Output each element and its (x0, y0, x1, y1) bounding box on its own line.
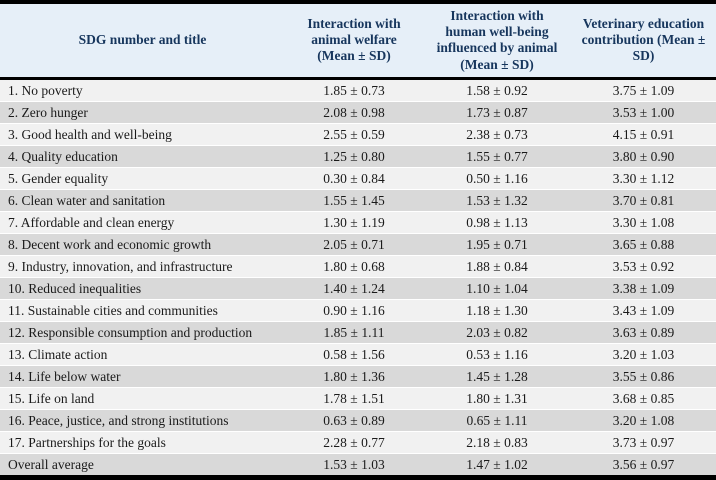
human-wellbeing-value-cell: 0.50 ± 1.16 (466, 170, 528, 186)
animal-welfare-value-cell: 2.05 ± 0.71 (323, 236, 385, 252)
table-row: 13. Climate action 0.58 ± 1.56 0.53 ± 1.… (0, 343, 716, 366)
human-wellbeing-value-cell: 0.53 ± 1.16 (466, 346, 528, 362)
animal-welfare-value-cell: 1.80 ± 0.68 (323, 258, 385, 274)
animal-welfare-value-cell: 1.85 ± 0.73 (323, 82, 385, 98)
row-title-cell: 7. Affordable and clean energy (8, 214, 175, 230)
veterinary-education-value-cell: 3.68 ± 0.85 (612, 390, 675, 406)
veterinary-education-value-cell: 3.30 ± 1.08 (612, 214, 675, 230)
animal-welfare-value-cell: 1.55 ± 1.45 (323, 192, 385, 208)
human-wellbeing-value-cell: 1.45 ± 1.28 (466, 368, 528, 384)
table-row: 2. Zero hunger 2.08 ± 0.98 1.73 ± 0.87 3… (0, 101, 716, 124)
animal-welfare-value-cell: 1.30 ± 1.19 (323, 214, 385, 230)
human-wellbeing-value-cell: 0.98 ± 1.13 (466, 214, 528, 230)
animal-welfare-value-cell: 0.63 ± 0.89 (323, 412, 385, 428)
table-row: 14. Life below water 1.80 ± 1.36 1.45 ± … (0, 365, 716, 388)
human-wellbeing-value-cell: 2.38 ± 0.73 (466, 126, 528, 142)
row-title-cell: 4. Quality education (8, 148, 118, 164)
row-title-cell: 3. Good health and well-being (8, 126, 172, 142)
table-row: 1. No poverty 1.85 ± 0.73 1.58 ± 0.92 3.… (0, 78, 716, 102)
human-wellbeing-value-cell: 1.55 ± 0.77 (466, 148, 528, 164)
animal-welfare-value-cell: 2.08 ± 0.98 (323, 104, 385, 120)
row-title-cell: 9. Industry, innovation, and infrastruct… (8, 258, 233, 274)
table-row: 7. Affordable and clean energy 1.30 ± 1.… (0, 211, 716, 234)
table-row: 9. Industry, innovation, and infrastruct… (0, 255, 716, 278)
row-title-cell: 2. Zero hunger (8, 104, 88, 120)
veterinary-education-value-cell: 3.43 ± 1.09 (612, 302, 675, 318)
veterinary-education-value-cell: 4.15 ± 0.91 (612, 126, 675, 142)
table-row: 12. Responsible consumption and producti… (0, 321, 716, 344)
veterinary-education-value-cell: 3.56 ± 0.97 (612, 456, 675, 472)
row-title-cell: 8. Decent work and economic growth (8, 236, 212, 252)
veterinary-education-value-cell: 3.63 ± 0.89 (612, 324, 675, 340)
human-wellbeing-value-cell: 1.80 ± 1.31 (466, 390, 528, 406)
row-title-cell: 6. Clean water and sanitation (8, 192, 166, 208)
veterinary-education-value-cell: 3.70 ± 0.81 (612, 192, 675, 208)
veterinary-education-value-cell: 3.73 ± 0.97 (612, 434, 675, 450)
table-row: 10. Reduced inequalities 1.40 ± 1.24 1.1… (0, 277, 716, 300)
human-wellbeing-value-cell: 1.95 ± 0.71 (466, 236, 528, 252)
table-header-row: SDG number and title Interaction with an… (0, 2, 716, 80)
table-row: 4. Quality education 1.25 ± 0.80 1.55 ± … (0, 145, 716, 168)
table-row: 6. Clean water and sanitation 1.55 ± 1.4… (0, 189, 716, 212)
veterinary-education-value-cell: 3.75 ± 1.09 (612, 82, 675, 98)
animal-welfare-value-cell: 1.53 ± 1.03 (323, 456, 385, 472)
table-row: Overall average 1.53 ± 1.03 1.47 ± 1.02 … (0, 453, 716, 478)
row-title-cell: 12. Responsible consumption and producti… (8, 324, 253, 340)
table-row: 8. Decent work and economic growth 2.05 … (0, 233, 716, 256)
row-title-cell: 10. Reduced inequalities (8, 280, 142, 296)
table-body: 1. No poverty 1.85 ± 0.73 1.58 ± 0.92 3.… (0, 78, 716, 478)
table-row: 3. Good health and well-being 2.55 ± 0.5… (0, 123, 716, 146)
animal-welfare-value-cell: 2.55 ± 0.59 (323, 126, 385, 142)
animal-welfare-value-cell: 1.85 ± 1.11 (323, 324, 385, 340)
veterinary-education-value-cell: 3.30 ± 1.12 (612, 170, 675, 186)
row-title-cell: 5. Gender equality (8, 170, 109, 186)
veterinary-education-value-cell: 3.80 ± 0.90 (612, 148, 675, 164)
table-row: 15. Life on land 1.78 ± 1.51 1.80 ± 1.31… (0, 387, 716, 410)
table-row: 11. Sustainable cities and communities 0… (0, 299, 716, 322)
row-title-cell: 11. Sustainable cities and communities (8, 302, 218, 318)
animal-welfare-value-cell: 0.30 ± 0.84 (323, 170, 385, 186)
row-title-cell: 15. Life on land (8, 390, 95, 406)
human-wellbeing-value-cell: 2.18 ± 0.83 (466, 434, 528, 450)
human-wellbeing-value-cell: 1.53 ± 1.32 (466, 192, 528, 208)
animal-welfare-value-cell: 1.25 ± 0.80 (323, 148, 385, 164)
table-row: 5. Gender equality 0.30 ± 0.84 0.50 ± 1.… (0, 167, 716, 190)
human-wellbeing-value-cell: 0.65 ± 1.11 (466, 412, 528, 428)
veterinary-education-value-cell: 3.53 ± 1.00 (612, 104, 675, 120)
veterinary-education-value-cell: 3.53 ± 0.92 (612, 258, 675, 274)
human-wellbeing-value-cell: 1.47 ± 1.02 (466, 456, 528, 472)
column-header-animal-welfare: Interaction with animal welfare (Mean ± … (285, 2, 423, 80)
animal-welfare-value-cell: 1.40 ± 1.24 (323, 280, 385, 296)
row-title-cell: 13. Climate action (8, 346, 108, 362)
human-wellbeing-value-cell: 1.10 ± 1.04 (466, 280, 528, 296)
animal-welfare-value-cell: 0.90 ± 1.16 (323, 302, 385, 318)
veterinary-education-value-cell: 3.55 ± 0.86 (612, 368, 675, 384)
column-header-human-wellbeing: Interaction with human well-being influe… (423, 2, 571, 80)
column-header-sdg-title: SDG number and title (0, 2, 285, 80)
row-title-cell: 1. No poverty (8, 82, 83, 98)
animal-welfare-value-cell: 1.78 ± 1.51 (323, 390, 385, 406)
row-title-cell: 14. Life below water (8, 368, 121, 384)
human-wellbeing-value-cell: 1.18 ± 1.30 (466, 302, 528, 318)
table-row: 17. Partnerships for the goals 2.28 ± 0.… (0, 431, 716, 454)
human-wellbeing-value-cell: 1.73 ± 0.87 (466, 104, 528, 120)
row-title-cell: 16. Peace, justice, and strong instituti… (8, 412, 229, 428)
veterinary-education-value-cell: 3.65 ± 0.88 (612, 236, 675, 252)
veterinary-education-value-cell: 3.38 ± 1.09 (612, 280, 675, 296)
human-wellbeing-value-cell: 1.58 ± 0.92 (466, 82, 528, 98)
animal-welfare-value-cell: 1.80 ± 1.36 (323, 368, 385, 384)
table-row: 16. Peace, justice, and strong instituti… (0, 409, 716, 432)
animal-welfare-value-cell: 2.28 ± 0.77 (323, 434, 385, 450)
column-header-veterinary-education: Veterinary education contribution (Mean … (571, 2, 716, 80)
veterinary-education-value-cell: 3.20 ± 1.03 (612, 346, 675, 362)
row-title-cell: Overall average (8, 456, 94, 472)
animal-welfare-value-cell: 0.58 ± 1.56 (323, 346, 385, 362)
human-wellbeing-value-cell: 1.88 ± 0.84 (466, 258, 528, 274)
human-wellbeing-value-cell: 2.03 ± 0.82 (466, 324, 528, 340)
row-title-cell: 17. Partnerships for the goals (8, 434, 166, 450)
veterinary-education-value-cell: 3.20 ± 1.08 (612, 412, 675, 428)
